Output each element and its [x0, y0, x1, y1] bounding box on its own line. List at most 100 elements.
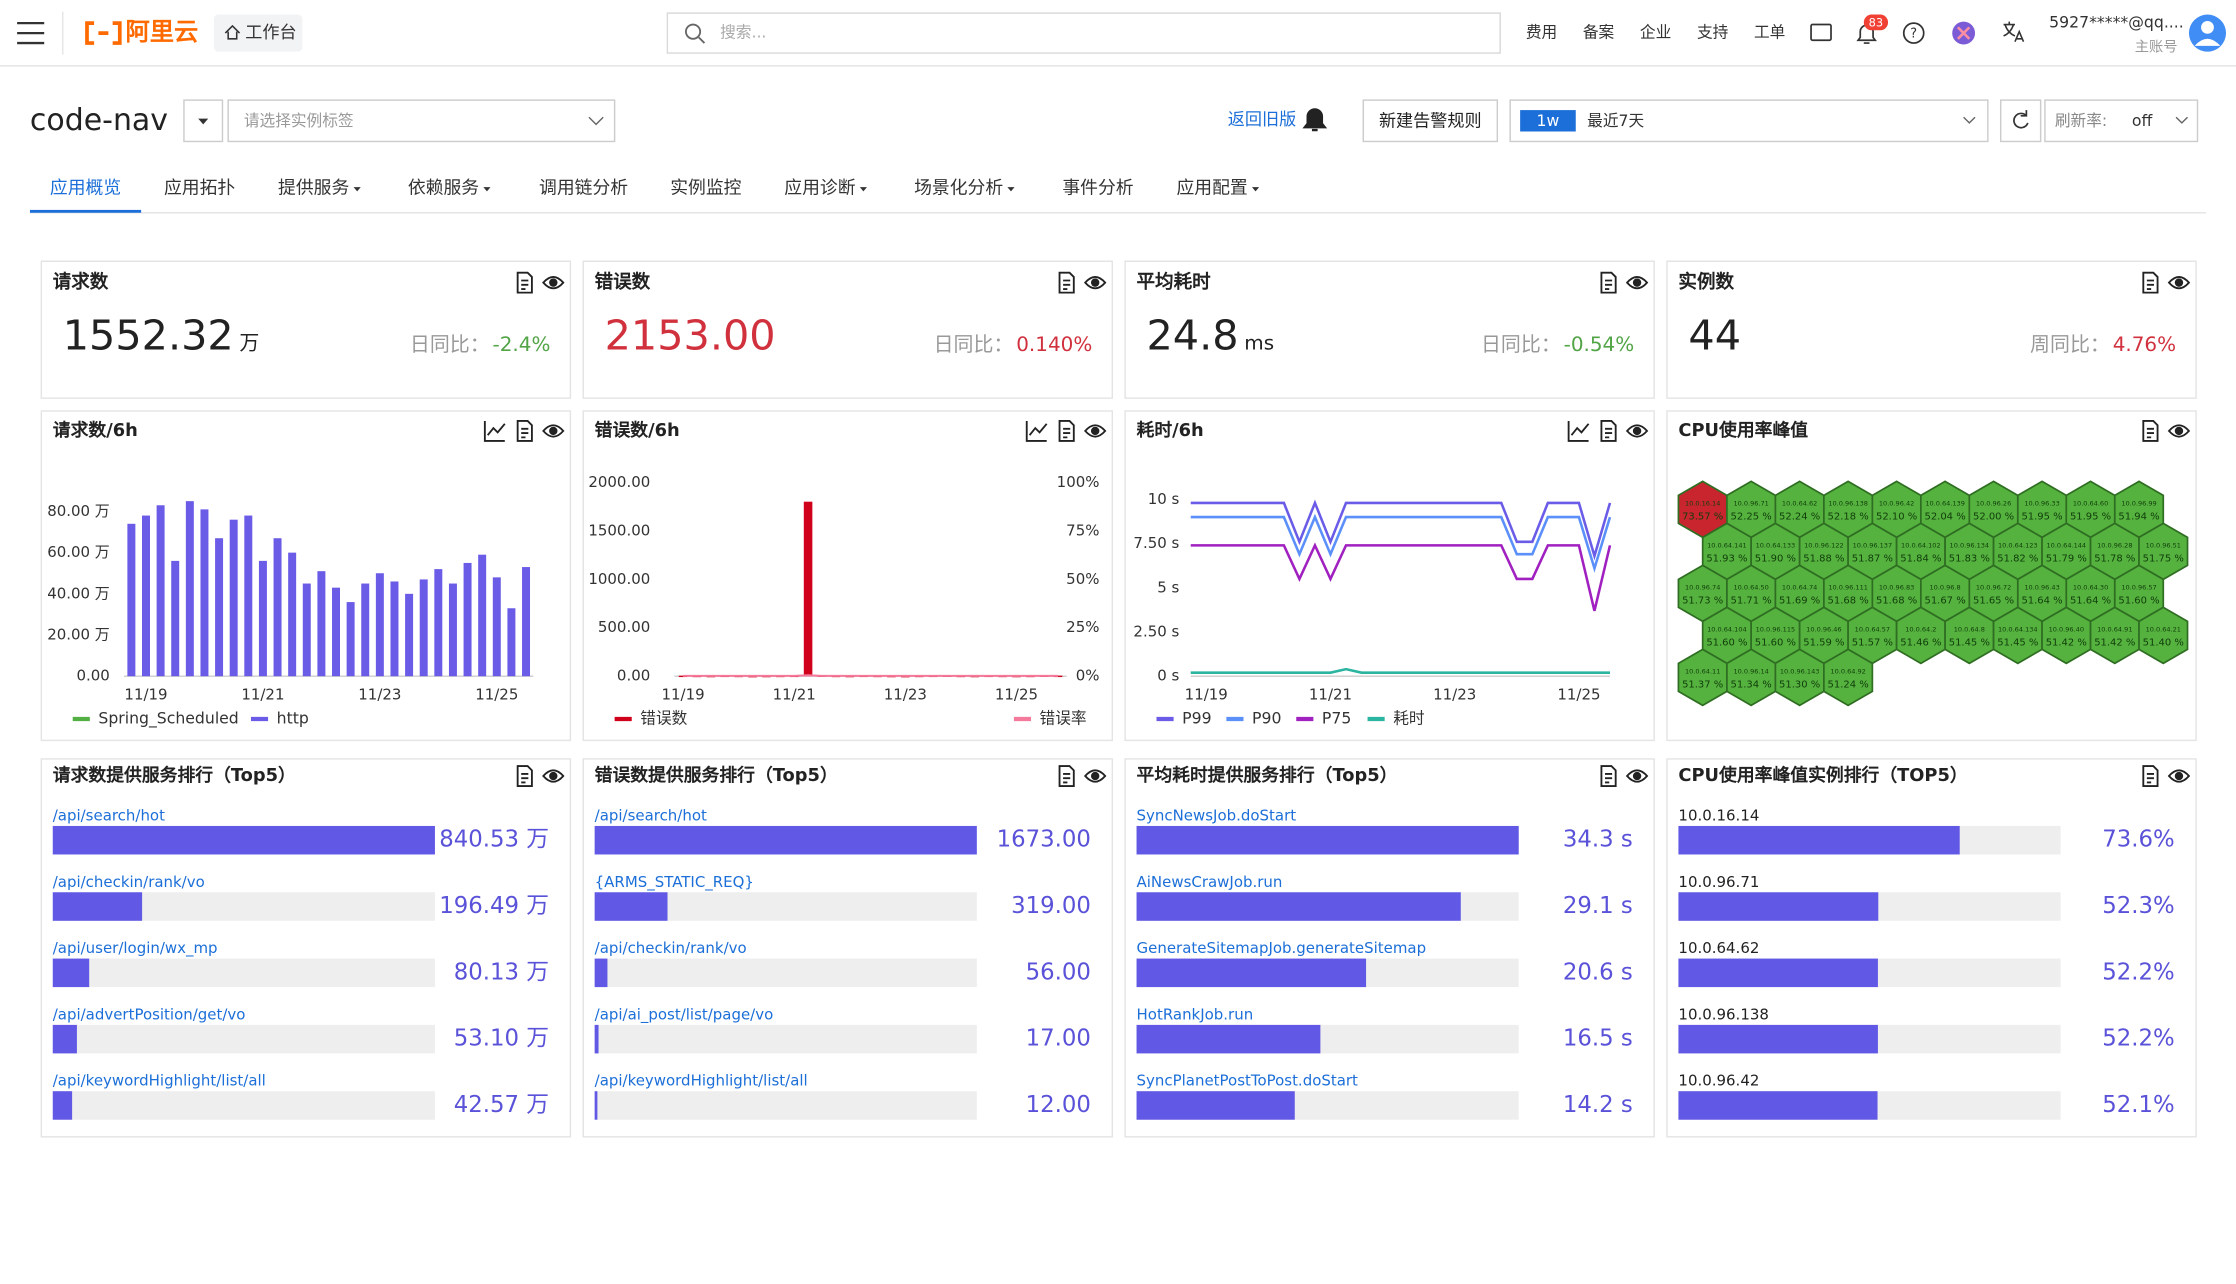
icon-trend[interactable] — [483, 420, 506, 442]
legend-label[interactable]: P99 — [1182, 709, 1211, 728]
ranking-label[interactable]: /api/user/login/wx_mp — [53, 939, 218, 958]
icon-doc[interactable] — [1058, 765, 1075, 787]
icon-doc[interactable] — [1600, 271, 1617, 294]
icon-doc[interactable] — [1600, 765, 1617, 787]
ranking-label[interactable]: /api/ai_post/list/page/vo — [595, 1005, 774, 1024]
ranking-label[interactable]: HotRankJob.run — [1137, 1005, 1254, 1023]
ranking-label[interactable]: /api/keywordHighlight/list/all — [595, 1072, 808, 1090]
legend-label[interactable]: 错误率 — [1040, 709, 1087, 728]
refresh-rate-select[interactable] — [2044, 99, 2199, 143]
instance-placeholder: 请选择实例标签 — [244, 111, 354, 130]
tab[interactable]: 应用诊断 — [784, 178, 855, 199]
new-alert-label[interactable]: 新建告警规则 — [1379, 112, 1482, 132]
card-change: -0.54% — [1564, 332, 1635, 356]
ranking-label[interactable]: /api/keywordHighlight/list/all — [53, 1072, 266, 1090]
icon-doc[interactable] — [516, 765, 533, 787]
tab[interactable]: 提供服务 — [278, 178, 349, 199]
tab[interactable]: 场景化分析 — [914, 178, 1003, 199]
icon-doc[interactable] — [516, 271, 533, 294]
icon-doc[interactable] — [1058, 271, 1075, 294]
icon-eye[interactable] — [542, 276, 565, 290]
icon-trend[interactable] — [1567, 420, 1590, 442]
ranking-label[interactable]: /api/search/hot — [53, 806, 165, 824]
ranking-label[interactable]: 10.0.96.42 — [1678, 1072, 1759, 1090]
tab[interactable]: 依赖服务 — [408, 178, 479, 199]
language-icon[interactable] — [2003, 21, 2025, 42]
ranking-label[interactable]: /api/checkin/rank/vo — [595, 939, 747, 957]
back-link[interactable]: 返回旧版 — [1228, 110, 1296, 130]
icon-trend[interactable] — [1025, 420, 1048, 442]
tick-label: 75% — [1066, 521, 1099, 539]
nav-link[interactable]: 支持 — [1697, 23, 1729, 42]
new-alert-button[interactable] — [1362, 99, 1499, 143]
ranking-label[interactable]: 10.0.96.71 — [1678, 873, 1759, 891]
legend-label[interactable]: P75 — [1322, 709, 1351, 728]
ranking-label[interactable]: 10.0.16.14 — [1678, 806, 1759, 824]
icon-doc[interactable] — [1600, 420, 1617, 442]
legend-label[interactable]: P90 — [1252, 709, 1281, 728]
logo-text[interactable]: 阿里云 — [125, 17, 198, 46]
refresh-button[interactable] — [1999, 99, 2042, 143]
ranking-label[interactable]: AiNewsCrawJob.run — [1137, 873, 1283, 891]
nav-link[interactable]: 备案 — [1583, 23, 1615, 42]
tab[interactable]: 事件分析 — [1062, 178, 1133, 199]
nav-link[interactable]: 企业 — [1640, 23, 1671, 42]
account-name[interactable]: 5927*****@qq.... — [2049, 13, 2184, 32]
icon-doc[interactable] — [2142, 271, 2159, 294]
icon-eye[interactable] — [2167, 424, 2191, 438]
logo-mark[interactable] — [85, 21, 122, 45]
icon-eye[interactable] — [2167, 276, 2191, 290]
ranking-label[interactable]: 10.0.96.138 — [1678, 1005, 1768, 1023]
workbench-button[interactable] — [213, 14, 303, 52]
hex-cell[interactable] — [2138, 606, 2189, 665]
time-range-select[interactable] — [1509, 99, 1989, 143]
icon-doc[interactable] — [1058, 420, 1075, 442]
ranking-label[interactable]: /api/advertPosition/get/vo — [53, 1005, 246, 1023]
icon-doc[interactable] — [2142, 420, 2159, 442]
ranking-label[interactable]: 10.0.64.62 — [1678, 939, 1759, 957]
bar — [803, 501, 813, 677]
tab-caret — [353, 187, 361, 192]
icon-eye[interactable] — [1625, 276, 1649, 290]
ranking-label[interactable]: SyncNewsJob.doStart — [1137, 806, 1297, 824]
tab[interactable]: 应用拓扑 — [164, 178, 235, 199]
legend-label[interactable]: http — [277, 709, 309, 728]
icon-eye[interactable] — [1625, 424, 1649, 438]
icon-eye[interactable] — [1083, 424, 1107, 438]
icon-eye[interactable] — [1083, 769, 1107, 783]
icon-eye[interactable] — [542, 424, 565, 438]
ranking-label[interactable]: {ARMS_STATIC_REQ} — [595, 873, 754, 892]
ranking-label[interactable]: /api/search/hot — [595, 806, 707, 824]
legend-label[interactable]: 错误数 — [640, 709, 687, 728]
ranking-label[interactable]: /api/checkin/rank/vo — [53, 873, 205, 891]
ranking-label[interactable]: GenerateSitemapJob.generateSitemap — [1137, 939, 1427, 957]
legend-label[interactable]: Spring_Scheduled — [98, 709, 238, 729]
search-box[interactable] — [666, 12, 1501, 54]
icon-eye[interactable] — [2167, 769, 2191, 783]
icon-doc[interactable] — [516, 420, 533, 442]
nav-link[interactable]: 工单 — [1754, 23, 1785, 42]
menu-button[interactable] — [17, 21, 45, 45]
hex-cell[interactable] — [1823, 648, 1874, 707]
search-placeholder[interactable]: 搜索... — [720, 23, 766, 42]
chart-title: 错误数提供服务排行（Top5） — [595, 764, 838, 786]
help-icon[interactable] — [1902, 22, 1925, 44]
console-icon[interactable] — [1810, 23, 1832, 42]
nav-link[interactable]: 费用 — [1526, 23, 1557, 42]
alert-bell[interactable] — [1302, 108, 1328, 132]
icon-doc[interactable] — [2142, 765, 2159, 787]
ranking-label[interactable]: SyncPlanetPostToPost.doStart — [1137, 1072, 1359, 1090]
workbench-label[interactable]: 工作台 — [245, 23, 296, 43]
tab[interactable]: 应用概览 — [50, 178, 121, 199]
bar — [522, 567, 531, 677]
bar — [288, 552, 297, 677]
icon-eye[interactable] — [1083, 276, 1107, 290]
instance-select[interactable] — [227, 99, 616, 143]
tab[interactable]: 调用链分析 — [539, 178, 628, 199]
icon-eye[interactable] — [1625, 769, 1649, 783]
bar — [215, 538, 224, 677]
tab[interactable]: 应用配置 — [1176, 178, 1247, 199]
tab[interactable]: 实例监控 — [670, 178, 741, 199]
icon-eye[interactable] — [542, 769, 565, 783]
legend-label[interactable]: 耗时 — [1393, 709, 1425, 728]
